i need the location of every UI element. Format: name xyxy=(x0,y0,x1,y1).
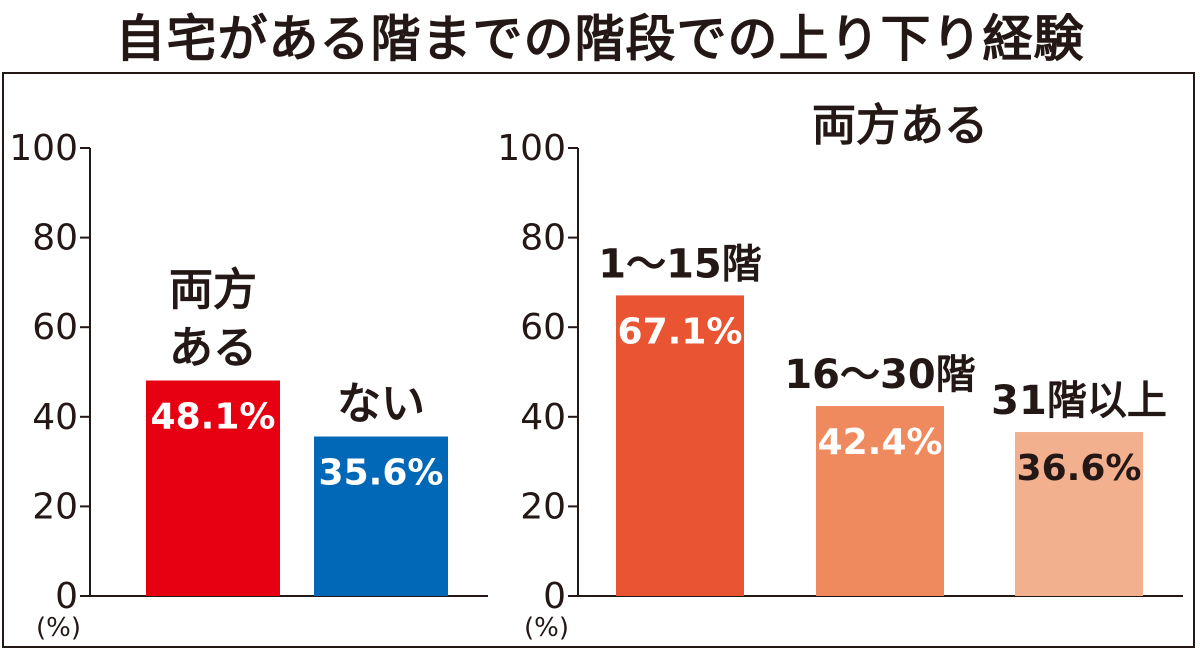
y-tick-label: 20 xyxy=(520,486,566,527)
bar xyxy=(1015,432,1143,596)
y-tick-label: 40 xyxy=(520,397,566,438)
right-chart: 0 20 40 60 80 100 (%) 両方ある 67.1% 1〜15階 42.4% 16〜30階… xyxy=(497,100,1183,643)
bar-category-label: 16〜30階 xyxy=(784,352,975,398)
bar-value-label: 67.1% xyxy=(618,311,743,352)
y-tick-label: 60 xyxy=(32,307,78,348)
bar-value-label: 48.1% xyxy=(151,397,276,438)
y-tick-label: 20 xyxy=(32,486,78,527)
y-tick-label: 100 xyxy=(497,128,566,169)
y-tick-label: 80 xyxy=(32,218,78,259)
chart-frame xyxy=(2,72,1195,648)
bar-category-label: 両方 xyxy=(169,265,257,316)
bar-value-label: 35.6% xyxy=(319,453,444,494)
chart-heading: 両方ある xyxy=(812,100,988,151)
bar-category-label: 1〜15階 xyxy=(598,241,762,287)
bar-category-label: 31階以上 xyxy=(991,378,1167,424)
bar-category-label: ない xyxy=(337,379,425,430)
y-tick-label: 100 xyxy=(9,128,78,169)
y-tick-label: 60 xyxy=(520,307,566,348)
y-tick-label: 0 xyxy=(543,576,566,617)
bar xyxy=(816,406,944,596)
y-unit-label: (%) xyxy=(36,613,81,643)
y-tick-label: 80 xyxy=(520,218,566,259)
y-tick-label: 0 xyxy=(55,576,78,617)
y-tick-label: 40 xyxy=(32,397,78,438)
bar-value-label: 36.6% xyxy=(1017,448,1142,489)
left-chart: 0 20 40 60 80 100 (%) 48.1% 両方ある 35.6% ない xyxy=(9,128,488,643)
bar-value-label: 42.4% xyxy=(818,422,943,463)
chart-title: 自宅がある階までの階段での上り下り経験 xyxy=(115,10,1085,68)
bar xyxy=(314,436,448,596)
bar-category-label: ある xyxy=(169,323,257,374)
bar xyxy=(146,380,280,596)
bar xyxy=(616,295,744,596)
y-unit-label: (%) xyxy=(524,613,569,643)
